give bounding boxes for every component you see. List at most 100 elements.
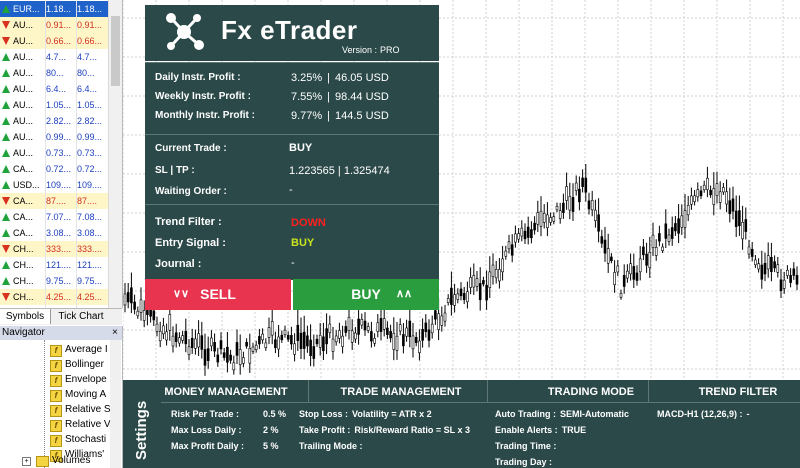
market-watch-row[interactable]: AU... 1.05... 1.05... [0,97,108,113]
candle-body [706,177,709,190]
candle-body [331,338,335,352]
market-watch-row[interactable]: AU... 6.4... 6.4... [0,81,108,97]
candle-body [142,310,146,321]
candle-body [363,320,367,331]
navigator-indicator-item[interactable]: f Envelope [50,372,110,387]
market-watch-row[interactable]: AU... 2.82... 2.82... [0,113,108,129]
tab-symbols[interactable]: Symbols [0,309,51,324]
symbol-name: AU... [13,20,34,30]
navigator-indicator-item[interactable]: f Bollinger [50,357,110,372]
bid-price: 0.73... [46,148,72,158]
arrow-up-icon [2,149,10,157]
arrow-up-icon [2,261,10,269]
candle-body [274,339,277,349]
symbol-name: AU... [13,68,34,78]
navigator-scrollbar[interactable] [110,340,121,468]
market-watch-row[interactable]: CH... 4.25... 4.25... [0,289,108,305]
symbol-name: CA... [13,228,34,238]
candle-body [162,325,165,335]
bid-price: 6.4... [46,84,67,94]
symbol-name: CH... [13,260,34,270]
candle-body [213,342,216,352]
candle-body [392,333,396,350]
candle-body [309,339,312,356]
buy-label: BUY [351,286,381,302]
symbol-name: AU... [13,52,34,62]
arrow-down-icon [2,21,10,29]
candle-body [139,299,143,313]
candle-body [722,187,725,193]
market-watch-row[interactable]: CA... 87.... 87.... [0,193,108,209]
navigator-folder-volumes[interactable]: + Volumes [22,454,122,468]
navigator-indicator-item[interactable]: f Relative V [50,417,110,432]
market-watch-row[interactable]: AU... 4.7... 4.7... [0,49,108,65]
candle-body [795,274,799,285]
market-watch-row[interactable]: USD... 109.... 109.... [0,177,108,193]
close-icon[interactable]: × [112,327,118,338]
candle-body [405,327,408,337]
candle-body [178,337,181,344]
arrow-up-icon [2,85,10,93]
indicator-icon: f [50,450,62,462]
candle-body [261,333,264,341]
candle-body [450,287,453,305]
symbol-name: EUR... [13,4,40,14]
navigator-indicator-item[interactable]: f Average I [50,342,110,357]
candle-body [741,221,744,240]
candle-body [728,200,732,215]
bid-price: 0.91... [46,20,72,30]
waiting-order-value: - [289,184,293,196]
candle-body [587,200,591,210]
navigator-header: Navigator × [0,326,122,340]
candle-body [354,332,357,340]
market-watch-row[interactable]: EUR... 1.18... 1.18... [0,1,108,17]
navigator-indicator-item[interactable]: f Williams' [50,447,110,462]
candle-body [430,323,434,334]
candle-body [718,191,722,203]
market-watch-row[interactable]: AU... 0.66... 0.66... [0,33,108,49]
candle-body [338,330,341,339]
candle-body [418,340,421,353]
candle-body [152,310,156,321]
navigator-indicator-item[interactable]: f Moving A [50,387,110,402]
setting-label: Stop Loss : [299,409,348,419]
market-watch-row[interactable]: CH... 9.75... 9.75... [0,273,108,289]
candle-body [238,349,242,365]
buy-button[interactable]: BUY ∧∧ [293,279,439,310]
candle-body [283,329,287,335]
market-watch-row[interactable]: AU... 0.91... 0.91... [0,17,108,33]
expand-icon[interactable]: + [22,457,31,466]
market-watch-row[interactable]: CA... 0.72... 0.72... [0,161,108,177]
candle-body [459,288,463,297]
candle-body [325,328,328,345]
ask-price: 4.7... [77,52,98,62]
entry-signal-value: BUY [291,237,315,249]
market-watch-row[interactable]: AU... 0.73... 0.73... [0,145,108,161]
market-watch-row[interactable]: CH... 333.... 333.... [0,241,108,257]
candle-body [744,219,748,232]
bid-price: 1.05... [46,100,72,110]
candle-body [562,202,565,213]
trend-filter-value: DOWN [291,217,326,229]
indicator-label: Stochasti [65,434,107,445]
market-watch-row[interactable]: AU... 80... 80... [0,65,108,81]
market-watch-row[interactable]: CA... 7.07... 7.08... [0,209,108,225]
candle-body [619,293,623,298]
market-watch-row[interactable]: CA... 3.08... 3.08... [0,225,108,241]
market-watch-scrollbar[interactable] [108,0,122,308]
current-trade-label: Current Trade : [155,143,227,154]
ask-price: 0.91... [77,20,103,30]
candle-body [530,229,533,239]
market-watch-row[interactable]: CN...16.9...16.9... [0,305,108,308]
candle-body [427,329,431,341]
sell-button[interactable]: ∨∨ SELL [145,279,291,310]
candle-body [200,335,204,350]
navigator-indicator-item[interactable]: f Stochasti [50,432,110,447]
tab-tick-chart[interactable]: Tick Chart [58,311,104,322]
market-watch-row[interactable]: AU... 0.99... 0.99... [0,129,108,145]
market-watch-row[interactable]: CH... 121.... 121.... [0,257,108,273]
scrollbar-thumb[interactable] [111,16,120,86]
setting-value: - [746,409,750,419]
candle-body [766,255,770,270]
navigator-indicator-item[interactable]: f Relative S [50,402,110,417]
